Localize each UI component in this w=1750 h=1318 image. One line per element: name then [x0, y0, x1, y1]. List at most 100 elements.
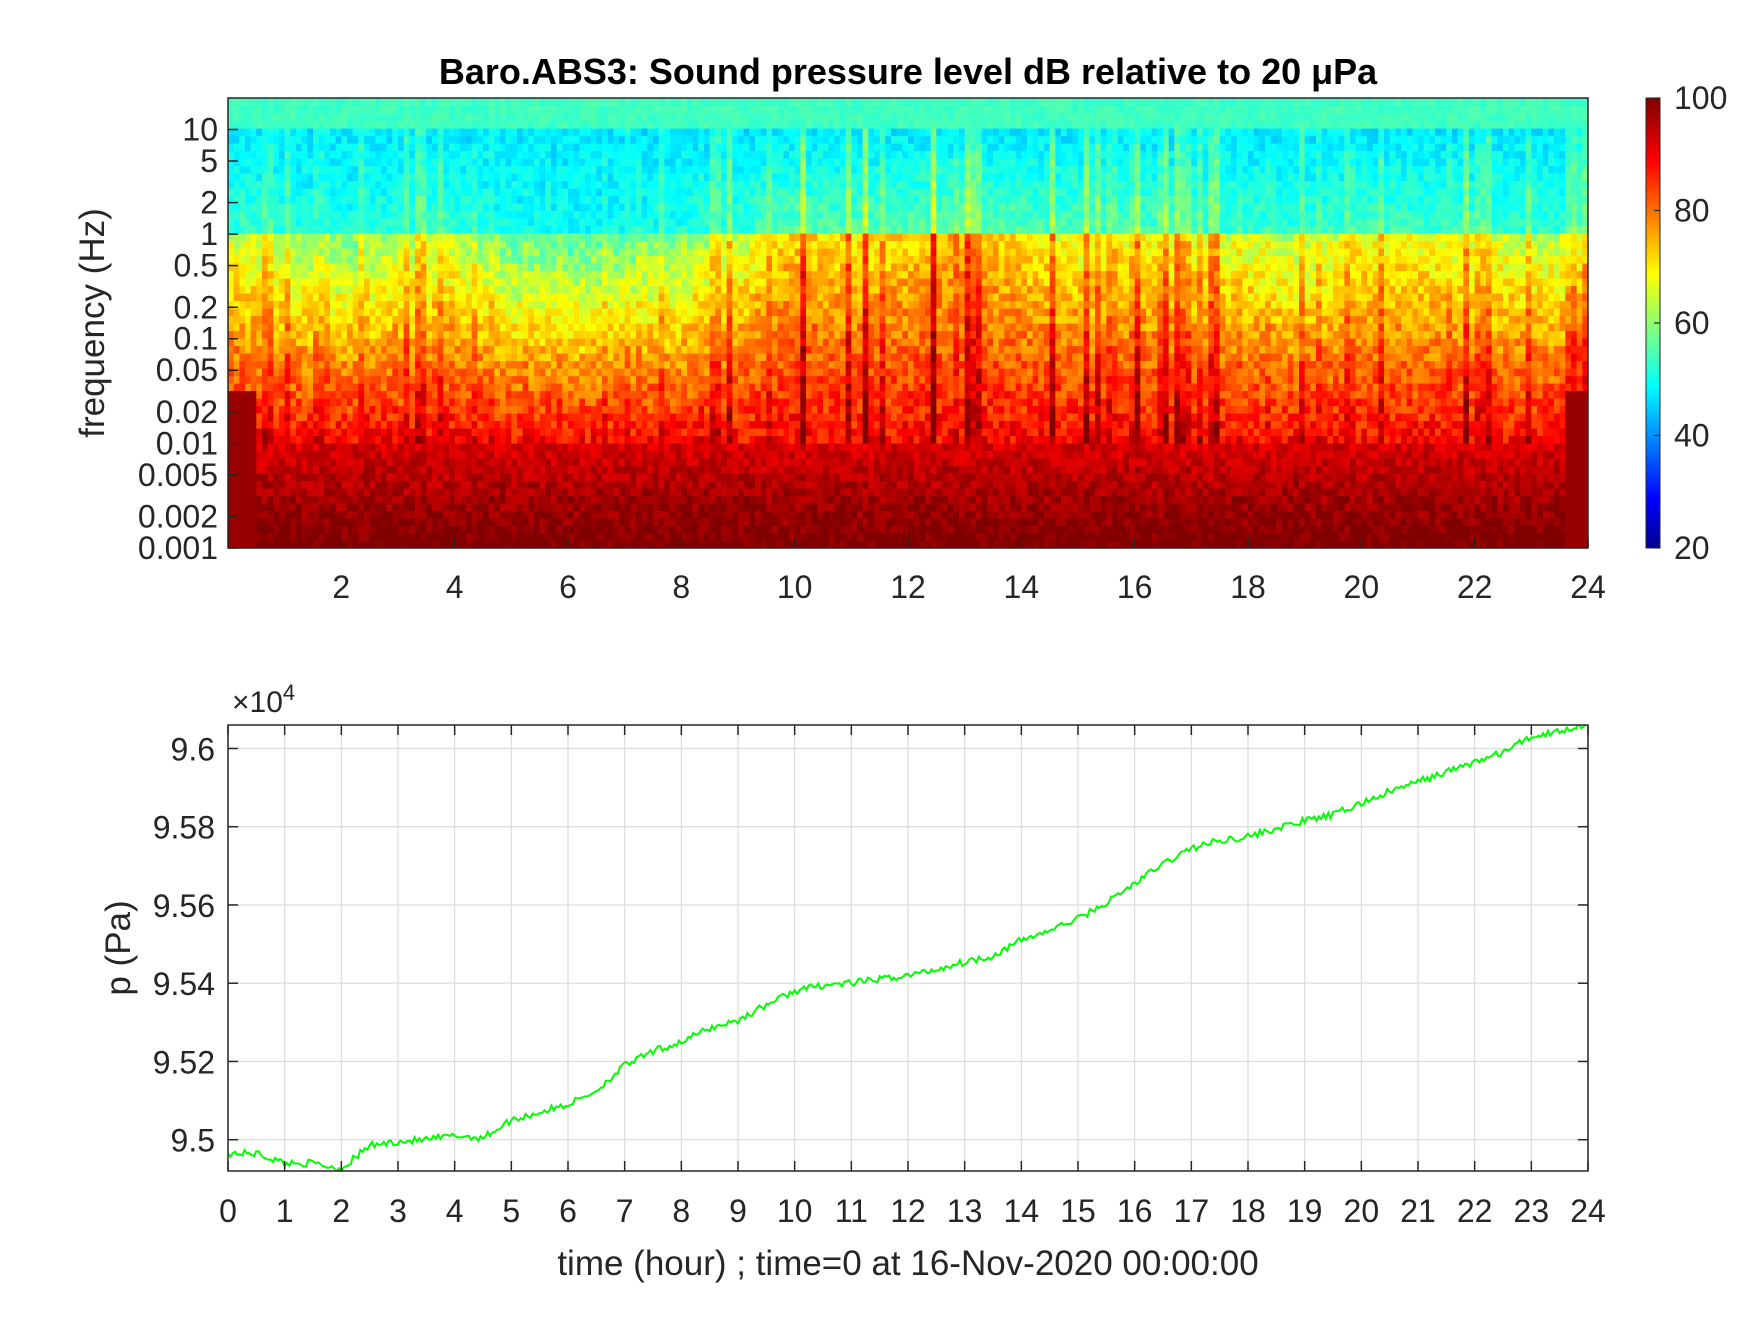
spectrogram-cell [607, 270, 614, 279]
spectrogram-cell [556, 105, 563, 114]
spectrogram-cell [494, 263, 501, 272]
spectrogram-cell [658, 338, 665, 347]
spectrogram-cell [568, 210, 575, 219]
spectrogram-cell [505, 105, 512, 114]
spectrogram-cell [233, 293, 240, 302]
spectrogram-cell [296, 390, 303, 399]
spectrogram-cell [262, 330, 269, 339]
spectrogram-cell [675, 413, 682, 422]
spectrogram-cell [228, 383, 235, 392]
spectrogram-cell [318, 233, 325, 242]
spectrogram-cell [483, 188, 490, 197]
spectrogram-cell [624, 143, 631, 152]
spectrogram-cell [619, 383, 626, 392]
spectrogram-cell [675, 323, 682, 332]
spectrogram-cell [375, 330, 382, 339]
spectrogram-cell [228, 270, 235, 279]
spectrogram-cell [619, 120, 626, 129]
spectrogram-cell [256, 240, 263, 249]
spectrogram-cell [290, 143, 297, 152]
spectrogram-cell [352, 293, 359, 302]
spectrogram-cell [318, 128, 325, 137]
spectrogram-cell [330, 105, 337, 114]
spectrogram-cell [284, 473, 291, 482]
spectrogram-cell [624, 345, 631, 354]
spectrogram-cell [301, 465, 308, 474]
spectrogram-cell [522, 240, 529, 249]
spectrogram-cell [505, 368, 512, 377]
spectrogram-cell [573, 165, 580, 174]
spectrogram-cell [551, 203, 558, 212]
spectrogram-cell [352, 330, 359, 339]
spectrogram-cell [347, 120, 354, 129]
spectrogram-cell [619, 435, 626, 444]
spectrogram-cell [420, 428, 427, 437]
spectrogram-cell [681, 240, 688, 249]
spectrogram-cell [556, 188, 563, 197]
spectrogram-cell [256, 345, 263, 354]
spectrogram-cell [675, 158, 682, 167]
spectrogram-cell [432, 458, 439, 467]
spectrogram-cell [460, 435, 467, 444]
spectrogram-cell [398, 143, 405, 152]
spectrogram-cell [613, 300, 620, 309]
spectrogram-cell [619, 353, 626, 362]
spectrogram-cell [471, 360, 478, 369]
spectrogram-cell [602, 405, 609, 414]
spectrogram-cell [653, 300, 660, 309]
spectrogram-cell [381, 495, 388, 504]
spectrogram-cell [477, 240, 484, 249]
spectrogram-cell [517, 180, 524, 189]
spectrogram-cell [488, 435, 495, 444]
spectrogram-cell [403, 300, 410, 309]
spectrogram-cell [256, 278, 263, 287]
spectrogram-cell [687, 428, 694, 437]
spectrogram-cell [675, 293, 682, 302]
spectrogram-cell [545, 173, 552, 182]
spectrogram-cell [517, 518, 524, 527]
spectrogram-cell [664, 308, 671, 317]
spectrogram-cell [307, 120, 314, 129]
spectrogram-cell [500, 338, 507, 347]
spectrogram-cell [483, 225, 490, 234]
spectrogram-cell [590, 210, 597, 219]
spectrogram-cell [619, 203, 626, 212]
spectrogram-cell [670, 308, 677, 317]
spectrogram-cell [296, 255, 303, 264]
spectrogram-cell [250, 338, 257, 347]
spectrogram-cell [318, 158, 325, 167]
spectrogram-cell [675, 510, 682, 519]
spectrogram-cell [556, 173, 563, 182]
spectrogram-cell [534, 195, 541, 204]
spectrogram-cell [568, 458, 575, 467]
spectrogram-cell [539, 120, 546, 129]
spectrogram-cell [511, 210, 518, 219]
spectrogram-cell [449, 480, 456, 489]
spectrogram-cell [624, 368, 631, 377]
spectrogram-cell [619, 210, 626, 219]
spectrogram-cell [386, 240, 393, 249]
spectrogram-cell [505, 150, 512, 159]
spectrogram-cell [664, 360, 671, 369]
spectrogram-cell [602, 480, 609, 489]
spectrogram-cell [556, 413, 563, 422]
spectrogram-cell [545, 218, 552, 227]
spectrogram-cell [511, 195, 518, 204]
spectrogram-cell [692, 450, 699, 459]
spectrogram-cell [386, 488, 393, 497]
spectrogram-cell [324, 98, 331, 107]
spectrogram-cell [653, 338, 660, 347]
spectrogram-cell [522, 405, 529, 414]
spectrogram-cell [324, 255, 331, 264]
spectrogram-cell [415, 300, 422, 309]
spectrogram-cell [228, 285, 235, 294]
spectrogram-cell [454, 240, 461, 249]
spectrogram-cell [545, 98, 552, 107]
spectrogram-cell [250, 165, 257, 174]
spectrogram-cell [420, 218, 427, 227]
spectrogram-cell [307, 525, 314, 534]
spectrogram-cell [534, 443, 541, 452]
spectrogram-cell [454, 458, 461, 467]
spectrogram-cell [386, 158, 393, 167]
spectrogram-cell [590, 143, 597, 152]
